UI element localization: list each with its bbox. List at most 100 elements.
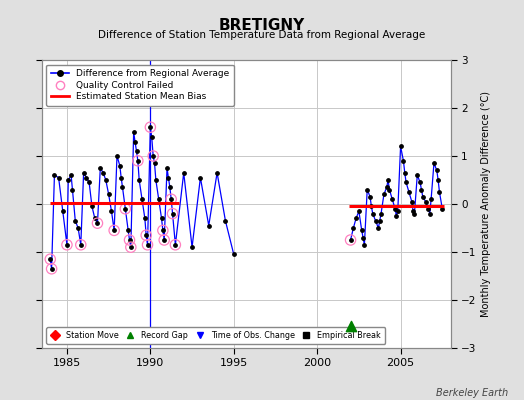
Point [144,242,152,248]
Point [140,215,149,222]
Point [151,177,160,183]
Point [71,218,80,224]
Point [391,206,399,212]
Point [405,189,413,195]
Point [368,210,377,217]
Point [410,210,419,217]
Point [188,244,196,250]
Point [118,184,127,190]
Point [149,153,157,159]
Point [93,220,102,226]
Point [138,196,146,202]
Point [360,242,368,248]
Y-axis label: Monthly Temperature Anomaly Difference (°C): Monthly Temperature Anomaly Difference (… [481,91,490,317]
Point [167,196,176,202]
Point [160,237,168,243]
Point [425,210,434,217]
Point [424,206,433,212]
Point [142,232,150,238]
Point [129,129,138,135]
Point [204,222,213,229]
Point [163,165,171,171]
Point [363,186,372,193]
Point [396,143,405,150]
Point [408,198,416,205]
Point [134,158,142,164]
Point [171,242,180,248]
Point [168,210,177,217]
Point [213,170,221,176]
Point [366,194,374,200]
Point [159,227,167,234]
Point [372,218,380,224]
Point [110,227,118,234]
Point [392,213,401,219]
Point [384,177,392,183]
Point [102,177,110,183]
Point [434,177,442,183]
Point [383,184,391,190]
Point [171,242,180,248]
Point [116,162,124,169]
Point [96,165,104,171]
Point [99,170,107,176]
Point [150,160,159,166]
Point [121,206,129,212]
Point [121,206,129,212]
Point [374,225,383,231]
Point [147,134,156,140]
Point [196,174,204,181]
Point [146,124,155,130]
Point [54,174,63,181]
Point [346,323,355,330]
Point [59,208,67,214]
Legend: Station Move, Record Gap, Time of Obs. Change, Empirical Break: Station Move, Record Gap, Time of Obs. C… [46,327,385,344]
Point [160,237,168,243]
Point [221,218,230,224]
Point [166,184,174,190]
Point [142,232,150,238]
Point [113,153,121,159]
Point [131,138,139,145]
Point [64,177,72,183]
Point [50,172,59,178]
Point [377,210,385,217]
Point [346,237,355,243]
Point [93,220,102,226]
Point [402,179,410,186]
Point [127,244,135,250]
Point [133,148,141,154]
Point [134,158,142,164]
Point [413,172,421,178]
Point [399,158,408,164]
Text: Berkeley Earth: Berkeley Earth [436,388,508,398]
Point [74,225,82,231]
Point [144,242,152,248]
Point [167,196,176,202]
Point [149,153,157,159]
Point [416,179,424,186]
Point [394,208,402,214]
Point [157,215,166,222]
Point [63,242,71,248]
Point [107,208,116,214]
Point [230,251,238,258]
Point [352,215,360,222]
Point [46,256,54,262]
Point [359,234,367,241]
Point [68,186,77,193]
Text: Difference of Station Temperature Data from Regional Average: Difference of Station Temperature Data f… [99,30,425,40]
Point [104,191,113,198]
Point [47,266,56,272]
Point [110,227,118,234]
Point [385,186,394,193]
Point [127,244,135,250]
Point [417,186,425,193]
Point [77,242,85,248]
Point [400,170,409,176]
Point [435,189,444,195]
Point [125,237,134,243]
Point [380,191,388,198]
Point [135,177,144,183]
Point [155,196,163,202]
